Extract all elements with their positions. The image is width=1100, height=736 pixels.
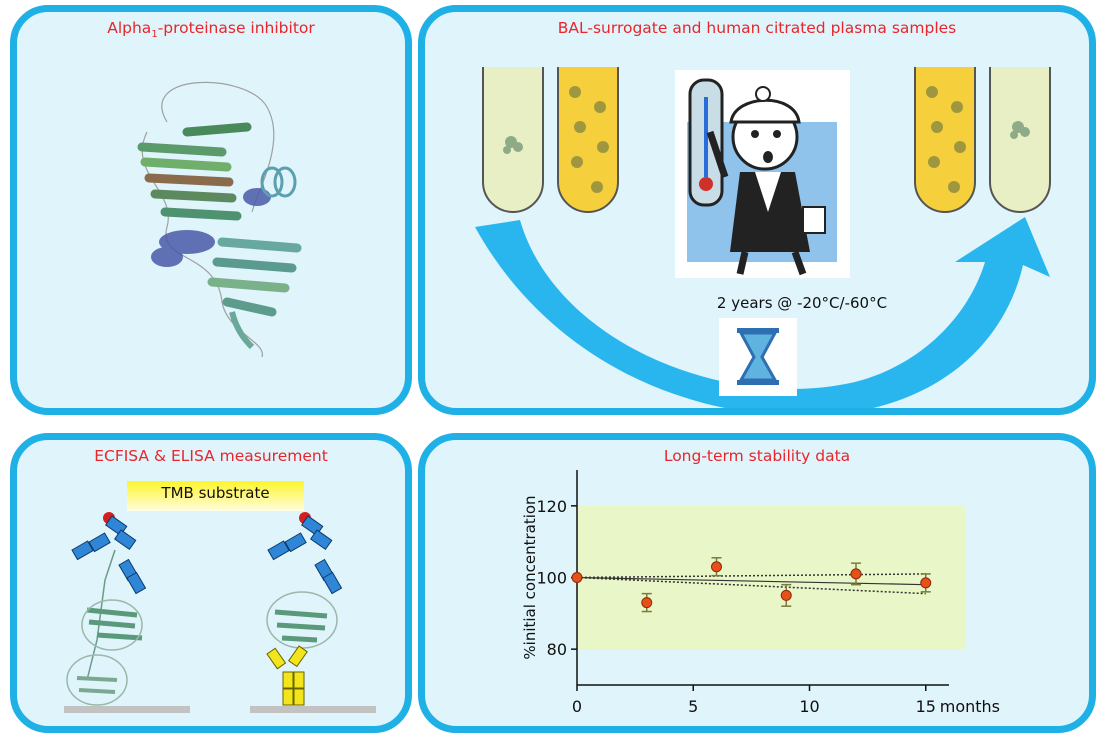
data-point <box>571 572 583 583</box>
freezing-man-illustration <box>675 70 850 278</box>
protein-panel-title: Alpha1-proteinase inhibitor <box>107 19 315 41</box>
y-tick-label: 120 <box>536 497 567 516</box>
data-point <box>641 597 653 609</box>
y-axis-label: %initial concentration <box>521 495 539 659</box>
samples-panel-title: BAL-surrogate and human citrated plasma … <box>557 19 957 37</box>
protein-structure <box>137 81 302 358</box>
x-axis-label: months <box>940 697 1000 716</box>
hourglass-icon <box>719 318 797 396</box>
curved-arrow <box>475 217 1050 408</box>
acceptance-band <box>577 505 965 650</box>
x-tick-label: 10 <box>799 697 819 716</box>
tmb-substrate-banner <box>127 481 304 511</box>
protein-panel: Alpha1-proteinase inhibitor <box>10 5 412 415</box>
samples-illustration: 2 years @ -20°C/-60°C <box>475 67 1051 408</box>
data-point <box>711 561 722 573</box>
ecfisa-complex <box>64 512 190 713</box>
data-point <box>780 589 792 601</box>
tube-plasma-after <box>914 67 976 213</box>
assay-illustration <box>64 512 376 713</box>
stability-chart: 80 100 120 0 5 10 15 months %initial concentrati… <box>521 470 1000 716</box>
data-point <box>920 577 932 589</box>
y-tick-label: 80 <box>547 640 567 659</box>
trend-line <box>576 576 926 586</box>
tube-plasma-before <box>557 67 619 213</box>
samples-panel: BAL-surrogate and human citrated plasma … <box>418 5 1096 415</box>
storage-label: 2 years @ -20°C/-60°C <box>717 294 887 312</box>
tmb-substrate-label: TMB substrate <box>161 484 270 502</box>
stability-panel: Long-term stability data 80 100 120 0 5 10 15 m… <box>418 433 1096 733</box>
y-tick-label: 100 <box>536 569 567 588</box>
assay-panel: ECFISA & ELISA measurement TMB substrate <box>10 433 412 733</box>
tube-bal-after <box>989 67 1051 213</box>
x-tick-label: 15 <box>916 697 936 716</box>
x-tick-label: 5 <box>688 697 698 716</box>
stability-panel-title: Long-term stability data <box>663 447 851 465</box>
x-tick-label: 0 <box>572 697 582 716</box>
tube-bal-before <box>482 67 544 213</box>
data-point <box>850 568 862 580</box>
assay-panel-title: ECFISA & ELISA measurement <box>94 447 328 465</box>
elisa-complex <box>250 512 376 713</box>
